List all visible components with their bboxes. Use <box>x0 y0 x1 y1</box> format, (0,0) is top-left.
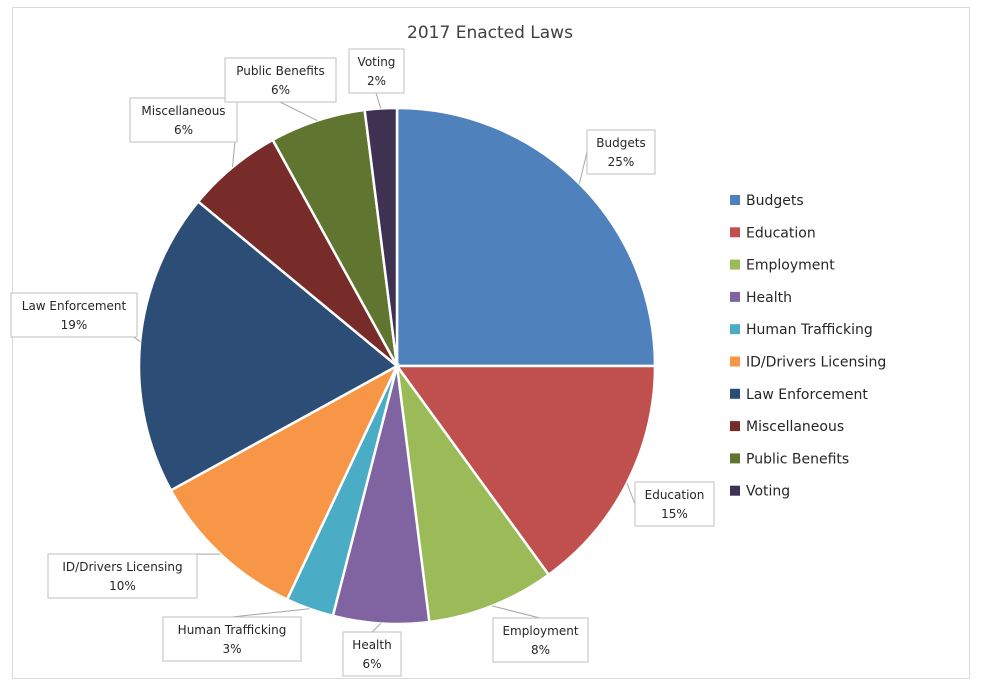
leader-line-employment <box>491 605 541 619</box>
legend-item-budgets: Budgets <box>730 193 804 209</box>
data-label-percent: 2% <box>367 74 386 88</box>
legend-item-education: Education <box>730 225 816 241</box>
legend-item-miscellaneous: Miscellaneous <box>730 419 844 435</box>
data-label-percent: 19% <box>61 318 88 332</box>
slice-law-enforcement <box>137 199 400 492</box>
data-label-category: Law Enforcement <box>22 299 127 313</box>
data-label-employment: Employment 8% <box>492 617 589 663</box>
legend-label: Human Trafficking <box>746 322 873 338</box>
slice-education <box>394 364 657 577</box>
data-label-percent: 25% <box>608 155 635 169</box>
slice-budgets <box>395 106 657 368</box>
legend-swatch <box>730 485 740 496</box>
legend-swatch <box>730 291 740 302</box>
data-label-law-enforcement: Law Enforcement 19% <box>10 292 138 338</box>
data-label-box <box>47 553 198 599</box>
data-label-percent: 15% <box>661 507 688 521</box>
data-label-box <box>586 129 656 175</box>
data-label-voting: Voting 2% <box>348 48 405 94</box>
legend-label: Employment <box>746 258 835 274</box>
legend-item-voting: Voting <box>730 484 790 500</box>
data-label-category: Health <box>352 638 391 652</box>
legend-label: Budgets <box>746 193 804 209</box>
legend-swatch <box>730 453 740 464</box>
leader-line-health <box>371 623 382 633</box>
legend-swatch <box>730 324 740 335</box>
data-label-public-benefits: Public Benefits 6% <box>224 57 337 103</box>
legend-label: Law Enforcement <box>746 387 868 403</box>
legend-label: Public Benefits <box>746 451 849 467</box>
data-label-box <box>348 48 405 94</box>
data-label-education: Education 15% <box>634 481 715 527</box>
slice-id-drivers-licensing <box>169 363 400 602</box>
data-label-category: Public Benefits <box>236 64 324 78</box>
legend-label: Miscellaneous <box>746 419 844 435</box>
data-label-box <box>342 631 402 677</box>
data-label-id-drivers-licensing: ID/Drivers Licensing 10% <box>47 553 198 599</box>
legend-swatch <box>730 356 740 367</box>
data-label-category: Voting <box>358 55 396 69</box>
data-label-category: ID/Drivers Licensing <box>62 560 182 574</box>
data-label-category: Education <box>645 488 705 502</box>
legend-item-health: Health <box>730 290 792 306</box>
data-label-human-trafficking: Human Trafficking 3% <box>162 616 302 662</box>
data-label-category: Budgets <box>596 136 645 150</box>
data-label-box <box>492 617 589 663</box>
legend-swatch <box>730 388 740 399</box>
legend-item-employment: Employment <box>730 258 835 274</box>
legend-item-human-trafficking: Human Trafficking <box>730 322 873 338</box>
data-label-percent: 6% <box>362 657 381 671</box>
slice-voting <box>363 106 399 367</box>
legend-swatch <box>730 259 740 270</box>
legend: Budgets Education Employment Health Human Tr… <box>730 193 886 500</box>
pie-slices <box>137 106 657 626</box>
legend-swatch <box>730 195 740 205</box>
data-label-percent: 6% <box>271 83 290 97</box>
data-label-category: Miscellaneous <box>141 104 225 118</box>
legend-swatch <box>730 421 740 432</box>
legend-item-id-drivers-licensing: ID/Drivers Licensing <box>730 355 886 371</box>
leader-line-education <box>626 482 636 505</box>
legend-label: Voting <box>746 484 790 500</box>
data-label-percent: 6% <box>174 123 193 137</box>
leader-line-voting <box>375 92 382 109</box>
chart-title: 2017 Enacted Laws <box>407 23 573 43</box>
data-label-box <box>10 292 138 338</box>
data-label-percent: 10% <box>109 579 136 593</box>
leader-line-public-benefits <box>279 101 318 122</box>
data-label-box <box>224 57 337 103</box>
legend-item-public-benefits: Public Benefits <box>730 451 849 467</box>
data-label-percent: 3% <box>222 642 241 656</box>
data-label-category: Human Trafficking <box>178 623 287 637</box>
slice-employment <box>395 365 551 624</box>
data-labels: Budgets 25% Education 15% Employment 8% Health… <box>10 48 715 677</box>
data-label-percent: 8% <box>531 643 550 657</box>
leader-line-budgets <box>578 151 588 184</box>
data-label-box <box>634 481 715 527</box>
legend-label: Education <box>746 225 816 241</box>
data-label-budgets: Budgets 25% <box>586 129 656 175</box>
data-label-health: Health 6% <box>342 631 402 677</box>
legend-label: ID/Drivers Licensing <box>746 355 886 371</box>
legend-swatch <box>730 227 740 238</box>
data-label-box <box>162 616 302 662</box>
data-label-box <box>129 97 238 143</box>
legend-item-law-enforcement: Law Enforcement <box>730 387 868 403</box>
legend-label: Health <box>746 290 792 306</box>
leader-line-human-trafficking <box>231 608 310 618</box>
data-label-category: Employment <box>502 624 578 638</box>
data-label-miscellaneous: Miscellaneous 6% <box>129 97 238 143</box>
